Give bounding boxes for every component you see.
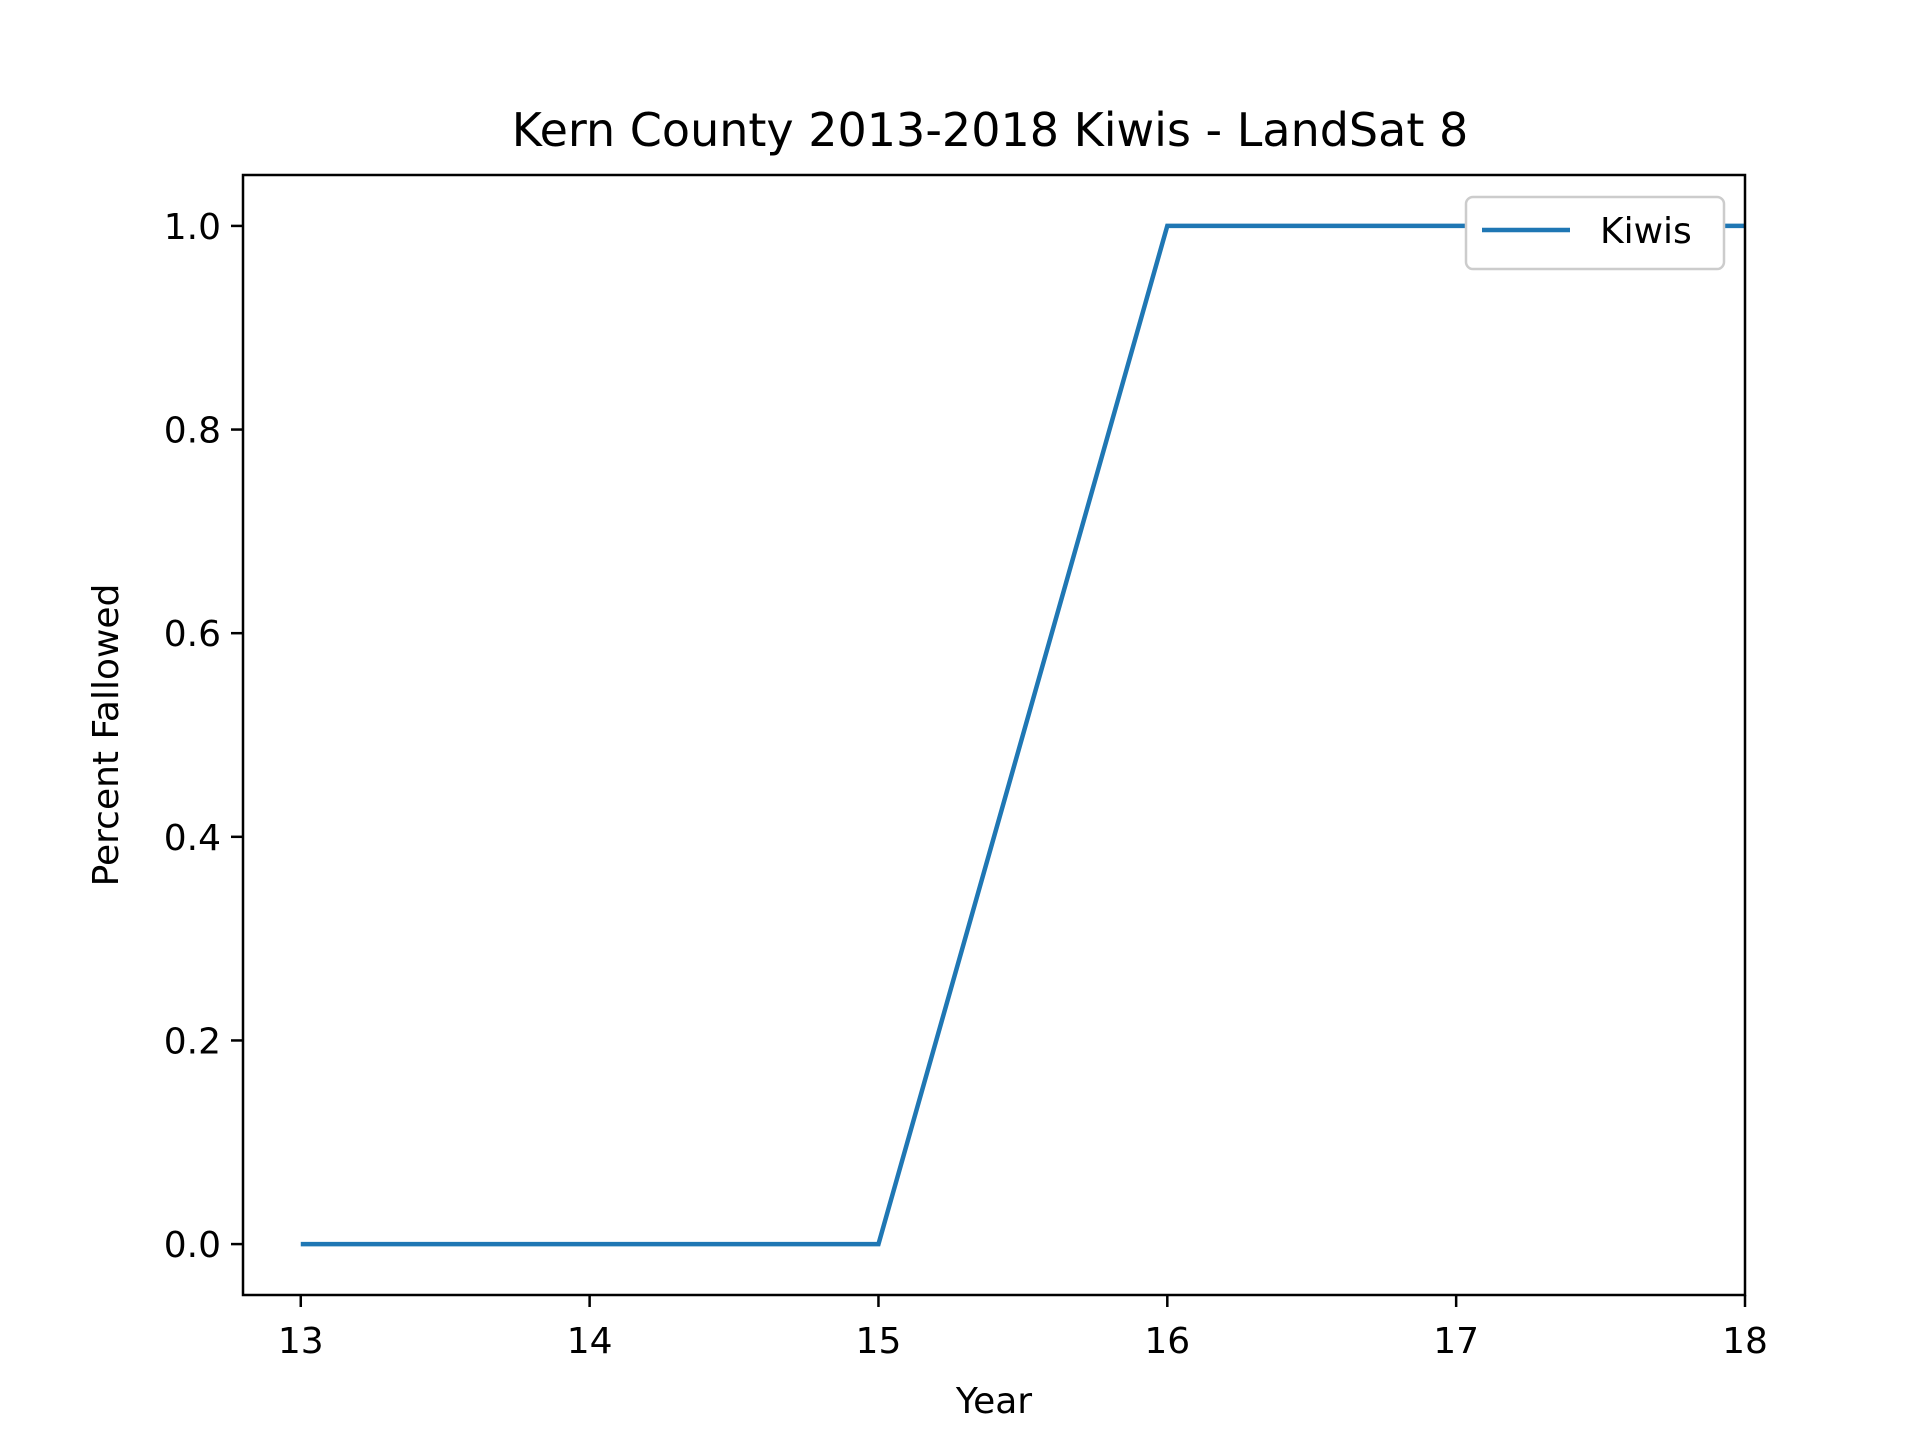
chart-title: Kern County 2013-2018 Kiwis - LandSat 8	[512, 103, 1469, 157]
y-axis: 0.0 0.2 0.4 0.6 0.8 1.0	[164, 207, 243, 1266]
axes-frame	[241, 173, 1747, 1297]
x-tick-label: 16	[1144, 1321, 1190, 1362]
x-tick-label: 17	[1433, 1321, 1479, 1362]
y-tick-label: 0.2	[164, 1021, 221, 1062]
legend: Kiwis	[1464, 195, 1726, 271]
x-tick-label: 14	[567, 1321, 613, 1362]
legend-label-kiwis: Kiwis	[1600, 211, 1692, 252]
x-tick-label: 13	[278, 1321, 324, 1362]
legend-box	[1464, 195, 1726, 271]
y-axis-label: Percent Fallowed	[86, 584, 127, 887]
y-tick-label: 0.6	[164, 614, 221, 655]
y-tick-label: 0.4	[164, 818, 221, 859]
x-tick-label: 15	[856, 1321, 902, 1362]
x-tick-label: 18	[1722, 1321, 1768, 1362]
y-tick-label: 0.8	[164, 411, 221, 452]
y-tick-label: 0.0	[164, 1225, 221, 1266]
x-axis: 13 14 15 16 17 18	[278, 1295, 1768, 1362]
y-tick-label: 1.0	[164, 207, 221, 248]
x-axis-label: Year	[955, 1381, 1032, 1422]
